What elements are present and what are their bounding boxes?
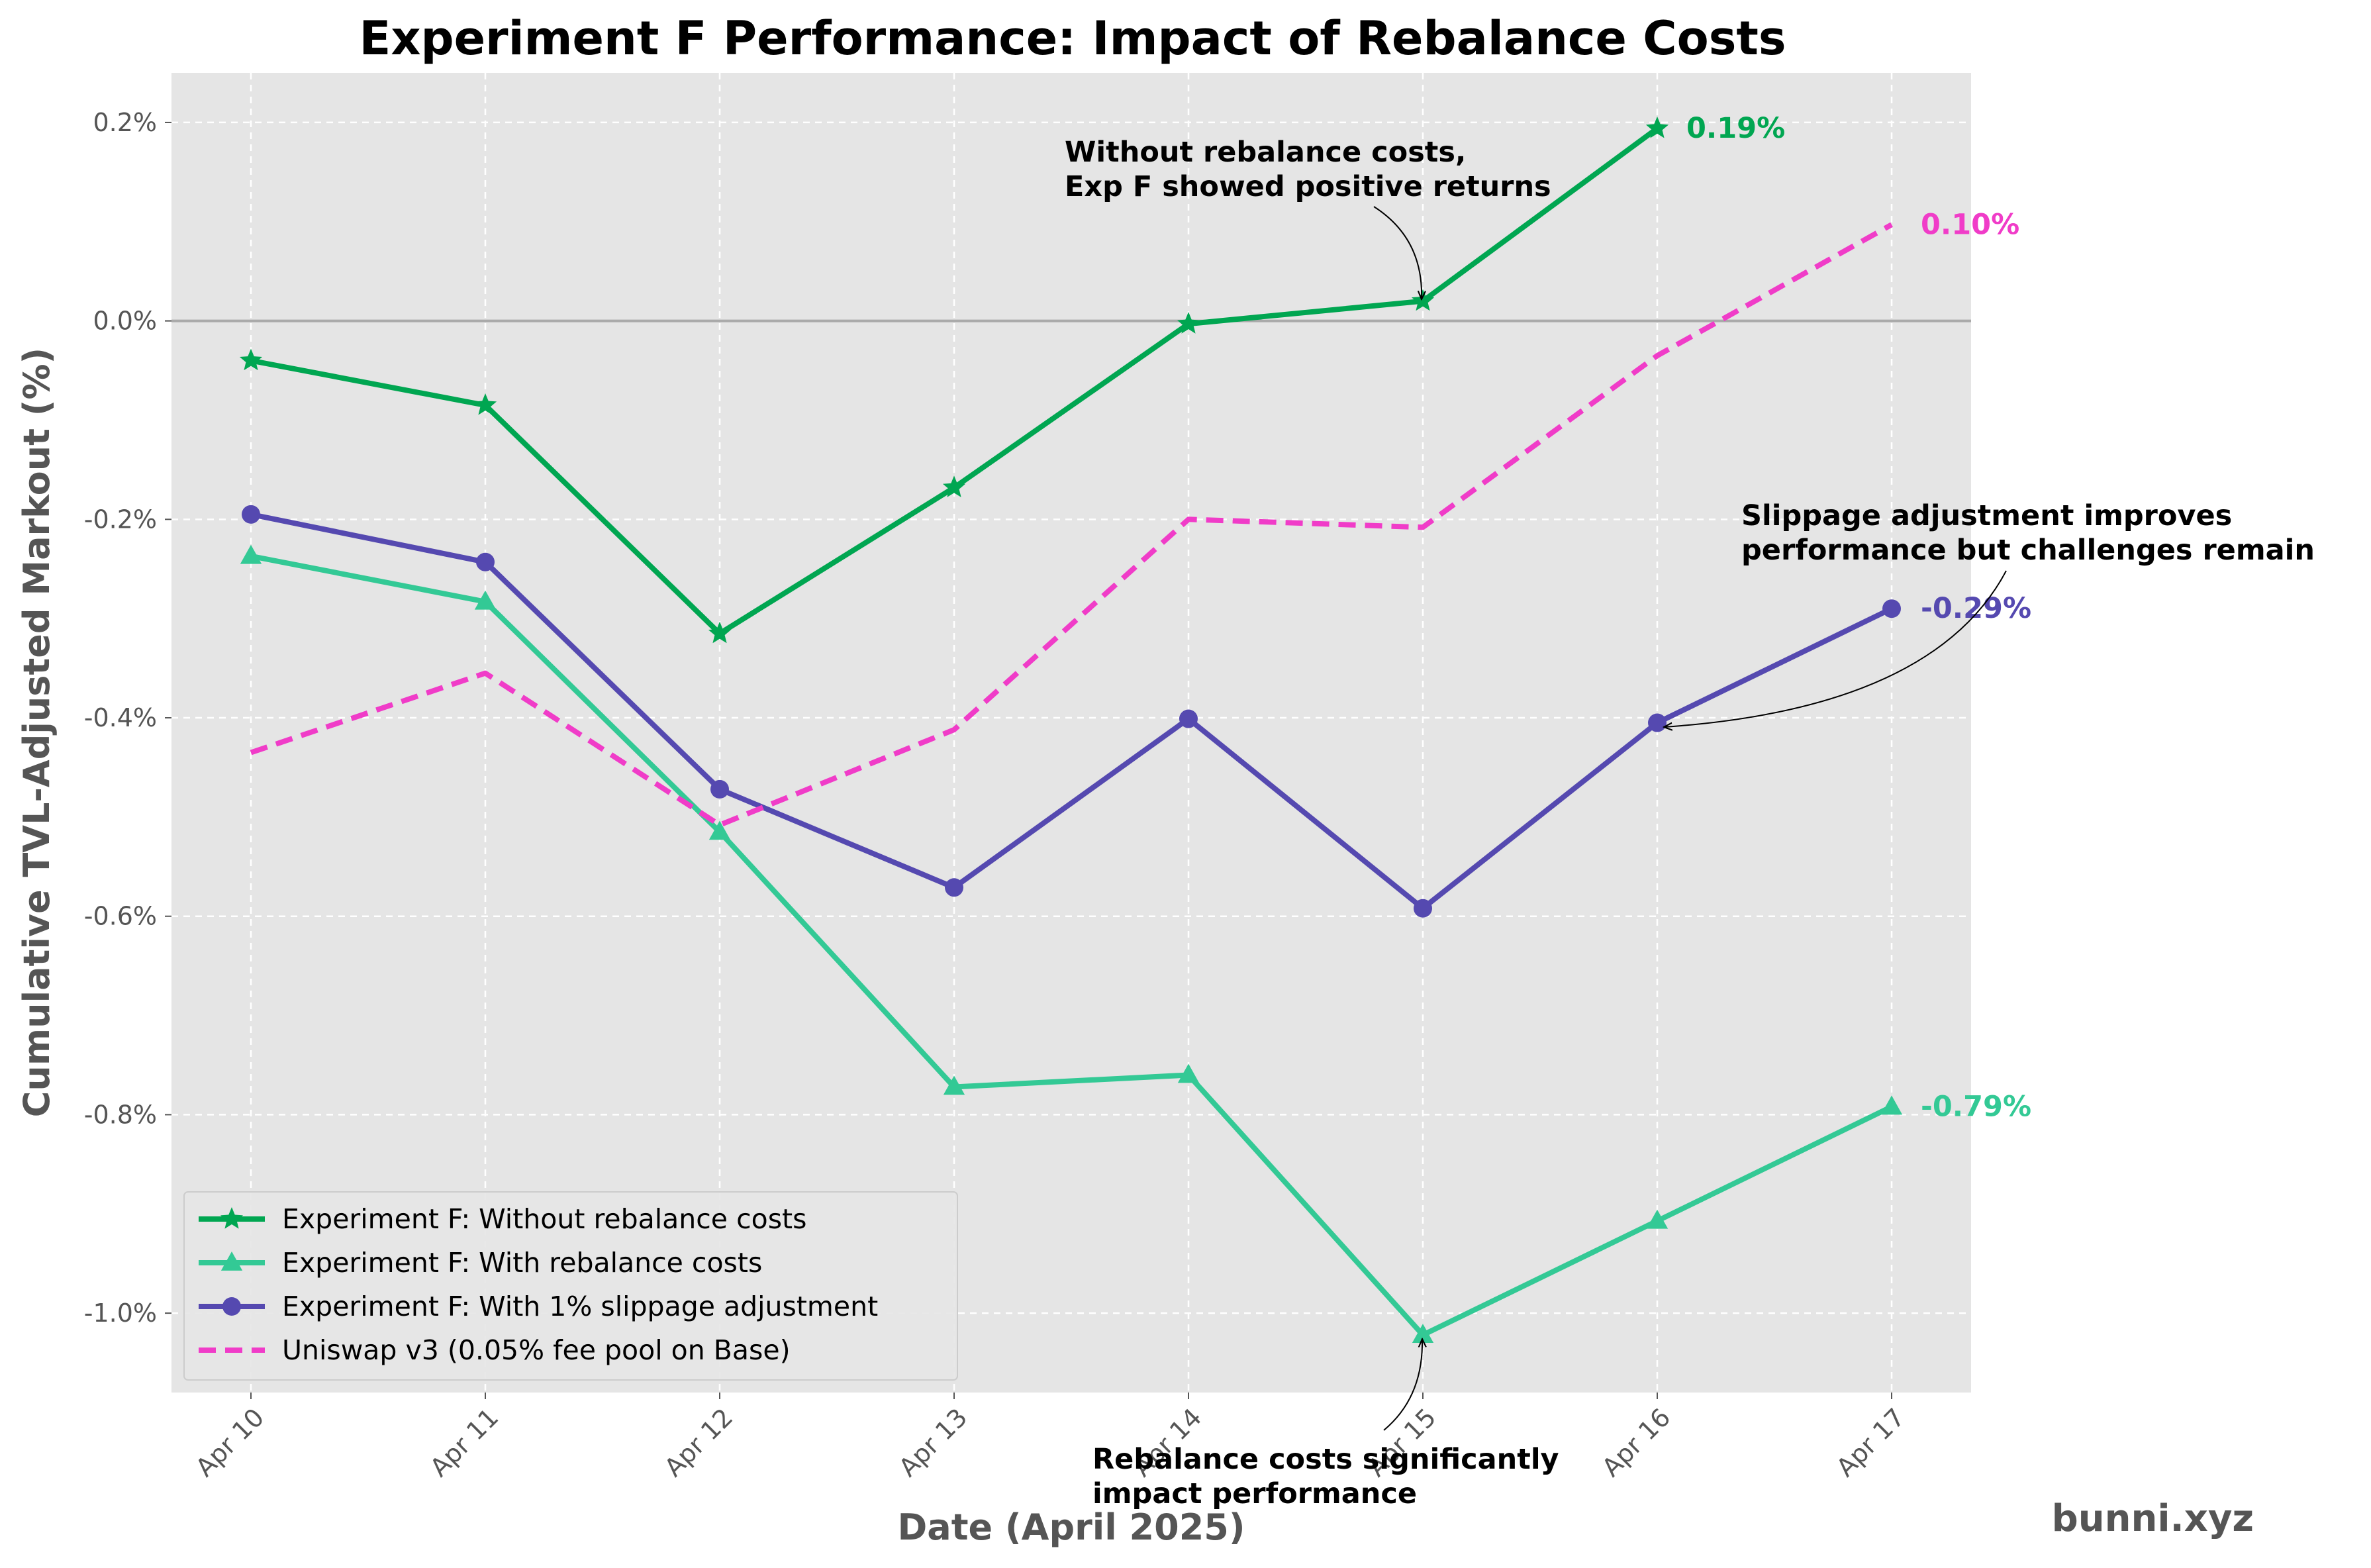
end-value-label: -0.29%: [1921, 592, 2031, 625]
data-point: [1882, 599, 1901, 618]
data-point: [708, 621, 732, 644]
y-tick-label: 0.0%: [93, 307, 157, 336]
data-point: [1646, 1209, 1669, 1229]
data-point: [1412, 1324, 1434, 1343]
data-point: [1179, 709, 1198, 728]
y-tick-label: -0.8%: [84, 1100, 157, 1129]
end-value-label: -0.79%: [1921, 1090, 2031, 1123]
chart-title: Experiment F Performance: Impact of Reba…: [360, 11, 1786, 66]
legend-label: Experiment F: Without rebalance costs: [282, 1203, 807, 1235]
annotation-arrow: [1383, 1339, 1422, 1431]
y-tick-label: -0.2%: [84, 505, 157, 534]
x-axis-label: Date (April 2025): [897, 1506, 1245, 1548]
end-labels: 0.19% -0.79% -0.29% 0.10%: [1686, 112, 2031, 1124]
data-point: [945, 878, 963, 897]
x-tick-label: Apr 11: [424, 1402, 504, 1482]
series-line: [250, 553, 1893, 1338]
legend-marker: [222, 1297, 241, 1316]
data-point: [1414, 899, 1432, 918]
annotation-text: Slippage adjustment improves: [1741, 499, 2232, 532]
x-tick-label: Apr 10: [190, 1402, 269, 1482]
data-point: [242, 505, 260, 524]
legend-marker: [220, 1251, 243, 1271]
y-tick-label: -1.0%: [84, 1298, 157, 1328]
legend: Experiment F: Without rebalance costs Exp…: [183, 1191, 958, 1381]
y-tick-label: -0.6%: [84, 902, 157, 931]
watermark: bunni.xyz: [2052, 1497, 2254, 1540]
series-line: [250, 222, 1893, 828]
x-tick-label: Apr 16: [1596, 1402, 1676, 1482]
x-tick-label: Apr 13: [893, 1402, 973, 1482]
grid-lines: [171, 73, 1971, 1393]
data-point: [473, 393, 497, 415]
data-point: [239, 348, 263, 371]
x-tick-label: Apr 12: [659, 1402, 738, 1482]
legend-marker: [220, 1207, 244, 1229]
data-point: [710, 779, 729, 799]
series-line: [250, 511, 1893, 911]
annotation-text: Exp F showed positive returns: [1065, 170, 1551, 203]
y-axis-ticks: 0.2% 0.0% -0.2% -0.4% -0.6% -0.8% -1.0%: [84, 108, 171, 1328]
data-point: [240, 544, 262, 564]
data-point: [474, 590, 497, 610]
data-point: [1880, 1095, 1903, 1115]
legend-label: Experiment F: With rebalance costs: [282, 1247, 762, 1279]
annotation-text: impact performance: [1092, 1477, 1417, 1510]
y-axis-label: Cumulative TVL-Adjusted Markout (%): [16, 348, 58, 1117]
annotation-text: performance but challenges remain: [1741, 534, 2315, 567]
end-value-label: 0.10%: [1921, 208, 2019, 241]
data-point: [1645, 116, 1669, 138]
annotation-text: Without rebalance costs,: [1065, 136, 1466, 169]
plot-area: [171, 73, 1971, 1393]
x-axis-ticks: Apr 10 Apr 11 Apr 12 Apr 13 Apr 14 Apr 15 Apr …: [190, 1393, 1910, 1483]
x-tick-label: Apr 17: [1831, 1402, 1910, 1482]
annotations: Without rebalance costs,Exp F showed pos…: [1065, 136, 2315, 1510]
data-point: [708, 820, 731, 840]
end-value-label: 0.19%: [1686, 112, 1785, 145]
data-point: [1177, 1063, 1200, 1083]
y-tick-label: 0.2%: [93, 108, 157, 137]
legend-label: Uniswap v3 (0.05% fee pool on Base): [282, 1334, 791, 1366]
data-point: [943, 1075, 965, 1095]
annotation-text: Rebalance costs significantly: [1092, 1443, 1559, 1476]
legend-label: Experiment F: With 1% slippage adjustmen…: [282, 1291, 878, 1322]
data-point: [942, 475, 966, 497]
legend-box: [183, 1191, 958, 1381]
data-point: [1177, 312, 1200, 334]
y-tick-label: -0.4%: [84, 703, 157, 732]
annotation-arrow: [1664, 570, 2007, 727]
data-point: [476, 552, 495, 571]
annotation-arrow: [1373, 206, 1422, 299]
data-point: [1648, 713, 1667, 732]
